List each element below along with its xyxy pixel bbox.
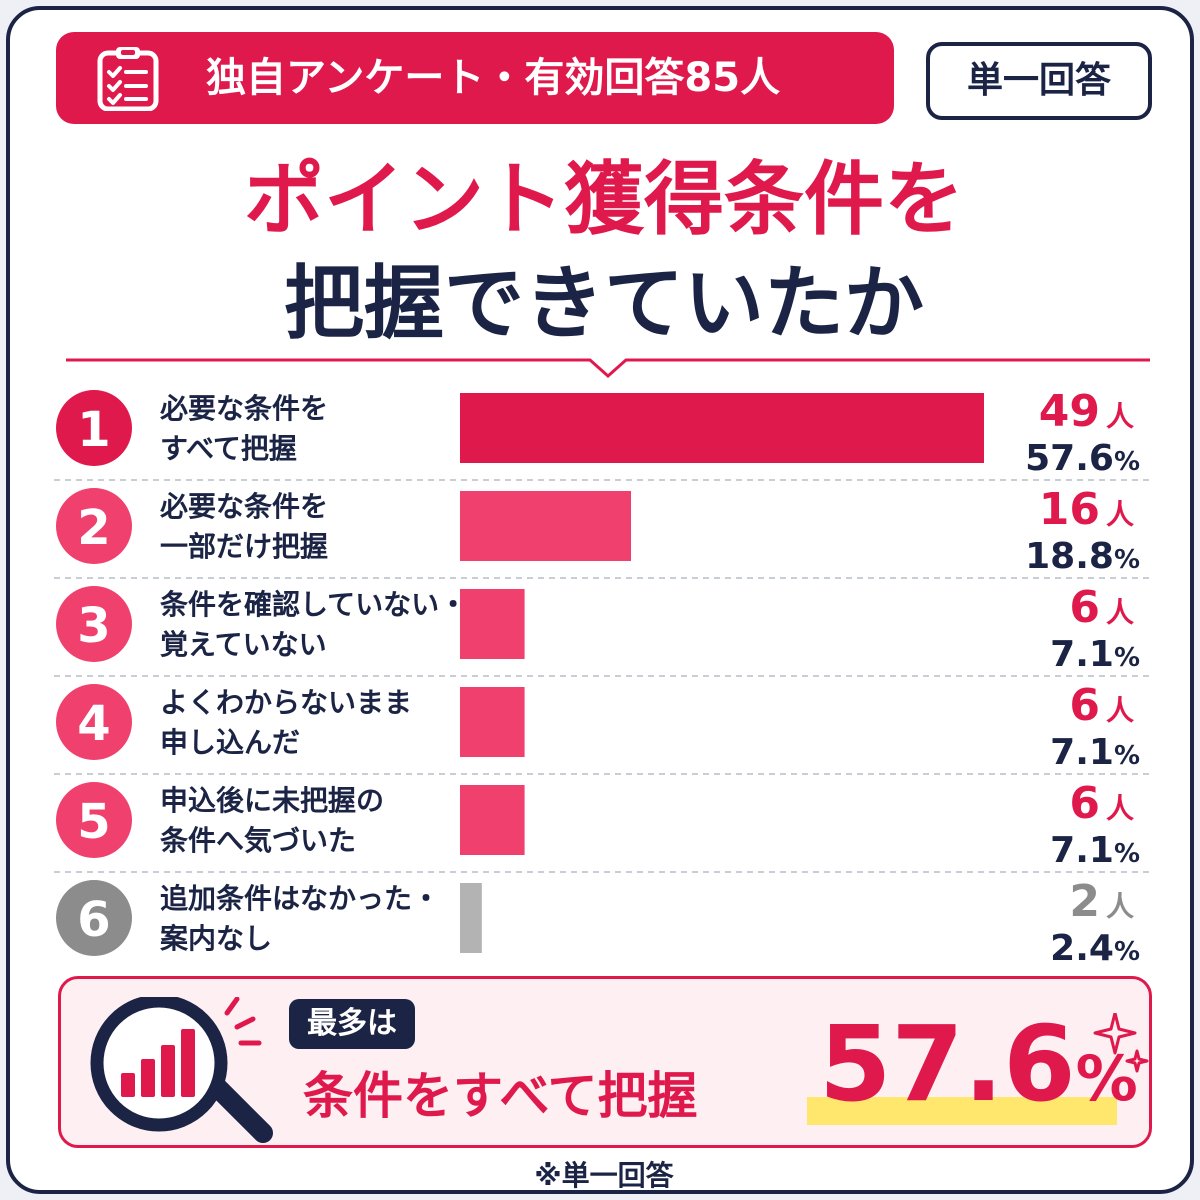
value-count-number: 6 <box>1069 680 1100 731</box>
rank-number: 6 <box>77 892 110 948</box>
bar <box>460 687 525 757</box>
infographic-frame: 独自アンケート・有効回答85人 単一回答 ポイント獲得条件を 把握できていたか … <box>6 6 1194 1194</box>
value-count-unit: 人 <box>1106 694 1134 727</box>
category-label-line1: よくわからないまま <box>160 686 412 719</box>
rank-number: 2 <box>77 500 110 556</box>
rank-circle <box>56 782 132 858</box>
value-count-number: 49 <box>1039 386 1100 437</box>
rank-circle <box>56 390 132 466</box>
value-percent-sign: % <box>1114 839 1140 869</box>
summary-label: 条件をすべて把握 <box>303 1067 698 1125</box>
summary-value-unit: % <box>1075 1042 1138 1115</box>
summary-highlight <box>807 1097 1117 1125</box>
answer-type-badge: 単一回答 <box>926 42 1152 120</box>
value-percent-sign: % <box>1114 545 1140 575</box>
value-count-number: 2 <box>1069 876 1100 927</box>
title-line-1: ポイント獲得条件を <box>244 153 964 246</box>
category-label-line1: 追加条件はなかった・ <box>160 882 440 915</box>
value-count: 16 人 <box>1039 484 1134 535</box>
value-percent-sign: % <box>1114 741 1140 771</box>
rank-circle <box>56 880 132 956</box>
category-label-line2: 条件へ気づいた <box>160 824 356 857</box>
category-label-line2: 申し込んだ <box>160 726 300 759</box>
title-line-2: 把握できていたか <box>284 257 924 350</box>
value-percent: 2.4% <box>1050 928 1140 969</box>
value-percent: 7.1% <box>1050 732 1140 773</box>
value-count-unit: 人 <box>1106 596 1134 629</box>
value-percent-number: 18.8 <box>1025 536 1114 577</box>
value-count-unit: 人 <box>1106 400 1134 433</box>
bar <box>460 393 984 463</box>
rank-number: 5 <box>77 794 110 850</box>
summary-value-number: 57.6 <box>819 1003 1076 1125</box>
value-count-unit: 人 <box>1106 792 1134 825</box>
survey-label: 独自アンケート・有効回答85人 <box>206 55 781 101</box>
bar <box>460 883 482 953</box>
category-label-line2: 一部だけ把握 <box>160 530 328 563</box>
footnote: ※単一回答 <box>534 1159 674 1192</box>
survey-header: 独自アンケート・有効回答85人 <box>56 32 894 124</box>
category-label-line1: 条件を確認していない・ <box>160 588 467 621</box>
value-count-unit: 人 <box>1106 890 1134 923</box>
bar <box>460 589 525 659</box>
clipboard-checklist-icon <box>97 47 159 111</box>
bar <box>460 785 525 855</box>
value-percent: 57.6% <box>1025 438 1140 479</box>
category-label-line2: すべて把握 <box>160 432 297 465</box>
rank-number: 1 <box>77 402 110 458</box>
category-label-line1: 必要な条件を <box>160 490 328 523</box>
value-count-number: 16 <box>1039 484 1100 535</box>
title-divider <box>66 358 1150 378</box>
sparkle-icon <box>1093 1013 1149 1073</box>
summary-value: 57.6% <box>819 1009 1138 1134</box>
value-percent-sign: % <box>1114 937 1140 967</box>
value-percent-number: 2.4 <box>1050 928 1114 969</box>
value-percent: 7.1% <box>1050 634 1140 675</box>
category-label-line1: 申込後に未把握の <box>160 784 384 817</box>
rank-number: 4 <box>77 696 110 752</box>
value-percent-number: 57.6 <box>1025 438 1114 479</box>
value-percent: 18.8% <box>1025 536 1140 577</box>
bar <box>460 491 632 561</box>
value-percent-sign: % <box>1114 447 1140 477</box>
rank-circle <box>56 488 132 564</box>
category-label-line2: 覚えていない <box>160 628 327 661</box>
magnifier-bar-chart-icon <box>90 997 273 1143</box>
category-label-line1: 必要な条件を <box>160 392 328 425</box>
value-percent: 7.1% <box>1050 830 1140 871</box>
rank-number: 3 <box>77 598 110 654</box>
value-percent-number: 7.1 <box>1050 830 1114 871</box>
value-count-number: 6 <box>1069 582 1100 633</box>
value-count-unit: 人 <box>1106 498 1134 531</box>
value-count-number: 6 <box>1069 778 1100 829</box>
rank-circle <box>56 684 132 760</box>
rank-circle <box>56 586 132 662</box>
value-percent-number: 7.1 <box>1050 634 1114 675</box>
value-percent-number: 7.1 <box>1050 732 1114 773</box>
summary-tag: 最多は <box>289 999 415 1049</box>
value-percent-sign: % <box>1114 643 1140 673</box>
value-count: 49 人 <box>1039 386 1134 437</box>
category-label-line2: 案内なし <box>160 922 272 955</box>
summary-box: 最多は 条件をすべて把握 57.6% <box>58 976 1152 1148</box>
